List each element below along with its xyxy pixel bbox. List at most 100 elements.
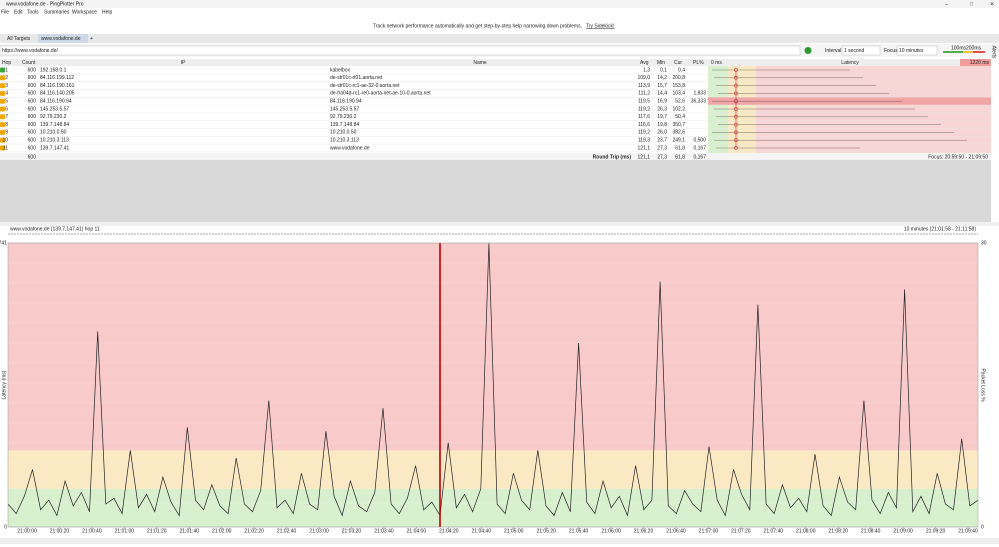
x-tick-label: 21:02:20 <box>244 528 264 534</box>
column-header[interactable]: Count <box>22 60 36 66</box>
cell-ip: 84.116.199.112 <box>40 75 74 81</box>
cell-ip: 10.210.0.50 <box>40 130 67 136</box>
empty-area <box>0 160 991 222</box>
column-header[interactable]: Min <box>657 60 665 66</box>
column-header[interactable]: Avg <box>640 60 649 66</box>
banner-link[interactable]: Try Sidekick! <box>586 23 614 29</box>
cell-cur: 52,6 <box>675 99 685 105</box>
row-highlight <box>708 97 991 105</box>
cell-hop: 2 <box>5 75 8 81</box>
cell-name: 92.79.230.2 <box>330 114 357 120</box>
scrollbar[interactable] <box>0 538 999 544</box>
address-input[interactable] <box>0 45 801 56</box>
x-tick-label: 21:05:20 <box>536 528 556 534</box>
x-tick-label: 21:04:00 <box>407 528 427 534</box>
x-tick-label: 21:08:40 <box>861 528 881 534</box>
cell-count: 600 <box>28 99 37 105</box>
hop-icon <box>0 90 5 96</box>
column-header[interactable]: Hop <box>2 60 11 66</box>
x-tick-label: 21:08:20 <box>828 528 848 534</box>
cell-pl: 1,833 <box>693 91 706 97</box>
menu-item[interactable]: Edit <box>14 9 23 15</box>
footer-count: 600 <box>28 154 37 160</box>
y-axis-label: Latency (ms) <box>1 370 7 399</box>
cell-avg: 109,0 <box>637 75 650 81</box>
cell-hop: 5 <box>5 99 8 105</box>
title-bar <box>0 0 999 8</box>
cell-pl: 0,500 <box>693 138 706 144</box>
alerts-tab[interactable]: Alerts <box>991 46 997 59</box>
toolbar-focus: 10 minutes <box>899 48 924 54</box>
cell-cur: 382,6 <box>672 130 685 136</box>
window-title: www.vodafone.de - PingPlotter Pro <box>6 1 84 7</box>
cell-name: 145.253.5.57 <box>330 106 359 112</box>
interval-select[interactable] <box>841 45 881 56</box>
x-tick-label: 21:09:00 <box>893 528 913 534</box>
cell-min: 19,7 <box>657 114 667 120</box>
scale-red <box>973 51 985 53</box>
cell-count: 600 <box>28 91 37 97</box>
toolbar-interval-label: Interval <box>825 48 841 54</box>
cell-name: de-str01c-rt01.aorta.net <box>330 75 383 81</box>
column-header[interactable]: Name <box>473 60 487 66</box>
column-header[interactable]: PL% <box>693 60 704 66</box>
x-tick-label: 21:05:40 <box>569 528 589 534</box>
cell-count: 600 <box>28 83 37 89</box>
active-tab[interactable] <box>38 34 88 43</box>
column-header[interactable]: IP <box>181 60 186 66</box>
splitter[interactable] <box>0 222 999 226</box>
cell-name: 10.210.3.113 <box>330 138 359 144</box>
cell-cur: 153,8 <box>672 83 685 89</box>
x-tick-label: 21:07:20 <box>731 528 751 534</box>
close[interactable]: ✕ <box>990 1 994 7</box>
x-tick-label: 21:01:20 <box>147 528 167 534</box>
address-text[interactable]: https://www.vodafone.de/ <box>2 48 58 54</box>
cell-avg: 121,1 <box>637 145 650 151</box>
latency-line <box>7 243 979 517</box>
threshold-band <box>8 488 978 527</box>
footer-avg: 121,1 <box>637 154 650 160</box>
menu-item[interactable]: Help <box>102 9 113 15</box>
hop-icon <box>0 137 5 143</box>
cell-hop: 11 <box>3 145 8 151</box>
latency-zone-red <box>756 66 991 153</box>
minimize[interactable]: – <box>945 1 948 7</box>
cell-avg: 119,5 <box>638 99 650 105</box>
menu-item[interactable]: File <box>1 9 9 15</box>
x-tick-label: 21:03:00 <box>309 528 329 534</box>
y2-tick-label: 30 <box>981 240 987 246</box>
hop-icon <box>0 83 5 89</box>
x-tick-label: 21:06:40 <box>666 528 686 534</box>
cell-ip: 84.116.140.205 <box>40 91 75 97</box>
cell-name: 139.7.148.84 <box>330 122 359 128</box>
x-tick-label: 21:09:40 <box>958 528 978 534</box>
chart-range: 10 minutes (21:01:58 - 21:11:58) <box>904 226 977 232</box>
tab[interactable]: All Targets <box>7 36 31 42</box>
latency-min: 0 ms <box>711 60 722 66</box>
toolbar-interval: 1 second <box>844 48 865 54</box>
new-tab[interactable]: + <box>90 36 93 42</box>
x-tick-label: 21:00:20 <box>50 528 70 534</box>
start-button[interactable] <box>804 47 812 54</box>
column-header[interactable]: Cur <box>674 60 682 66</box>
cell-avg: 116,6 <box>638 122 650 128</box>
tab[interactable]: www.vodafone.de <box>41 36 81 42</box>
hop-icon <box>0 106 5 112</box>
cell-min: 15,7 <box>657 83 667 89</box>
focus-select[interactable] <box>896 45 938 56</box>
x-tick-label: 21:03:20 <box>342 528 362 534</box>
menu-item[interactable]: Summaries <box>44 9 70 15</box>
cell-cur: 50,4 <box>675 114 685 120</box>
menu-item[interactable]: Workspace <box>72 9 97 15</box>
latency-max: 1220 ms <box>970 60 990 66</box>
cell-cur: 61,8 <box>675 145 685 151</box>
cell-min: 16,9 <box>657 99 667 105</box>
menu-item[interactable]: Tools <box>27 9 39 15</box>
cell-ip: 139.7.147.41 <box>40 145 69 151</box>
maximize[interactable]: □ <box>970 1 973 7</box>
x-tick-label: 21:00:00 <box>17 528 37 534</box>
cell-avg: 111,2 <box>638 91 650 97</box>
banner-text: Track network performance automatically … <box>373 23 582 29</box>
cell-hop: 1 <box>5 67 8 73</box>
